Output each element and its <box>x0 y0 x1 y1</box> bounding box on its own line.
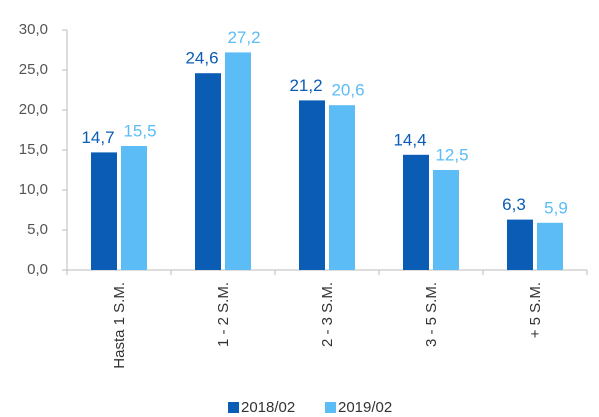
x-tick-label: Hasta 1 S.M. <box>111 282 128 369</box>
value-label: 15,5 <box>123 121 156 140</box>
bar <box>329 105 355 270</box>
legend-swatch <box>325 402 336 413</box>
bar <box>507 219 533 270</box>
bar <box>195 73 221 270</box>
bar <box>403 154 429 270</box>
value-label: 14,4 <box>393 130 426 149</box>
value-label: 24,6 <box>185 49 218 68</box>
bar <box>91 152 117 270</box>
y-tick-label: 30,0 <box>19 21 48 38</box>
y-tick-label: 20,0 <box>19 101 48 118</box>
value-label: 5,9 <box>544 198 568 217</box>
x-tick-label: 2 - 3 S.M. <box>319 282 336 347</box>
value-label: 21,2 <box>289 76 322 95</box>
y-tick-label: 15,0 <box>19 141 48 158</box>
value-label: 27,2 <box>227 28 260 47</box>
bar <box>537 222 563 270</box>
legend-label: 2019/02 <box>338 399 392 416</box>
bar <box>121 146 147 270</box>
value-label: 12,5 <box>435 145 468 164</box>
x-tick-label: 1 - 2 S.M. <box>215 282 232 347</box>
legend-label: 2018/02 <box>241 399 295 416</box>
value-label: 20,6 <box>331 81 364 100</box>
bar <box>225 52 251 271</box>
y-tick-label: 25,0 <box>19 61 48 78</box>
x-tick-label: + 5 S.M. <box>527 282 544 338</box>
bar <box>433 170 459 270</box>
y-tick-label: 0,0 <box>27 261 48 278</box>
legend-swatch <box>228 402 239 413</box>
x-tick-label: 3 - 5 S.M. <box>423 282 440 347</box>
value-label: 14,7 <box>81 128 114 147</box>
y-tick-label: 10,0 <box>19 181 48 198</box>
y-tick-label: 5,0 <box>27 221 48 238</box>
value-label: 6,3 <box>502 195 526 214</box>
bar <box>299 100 325 271</box>
